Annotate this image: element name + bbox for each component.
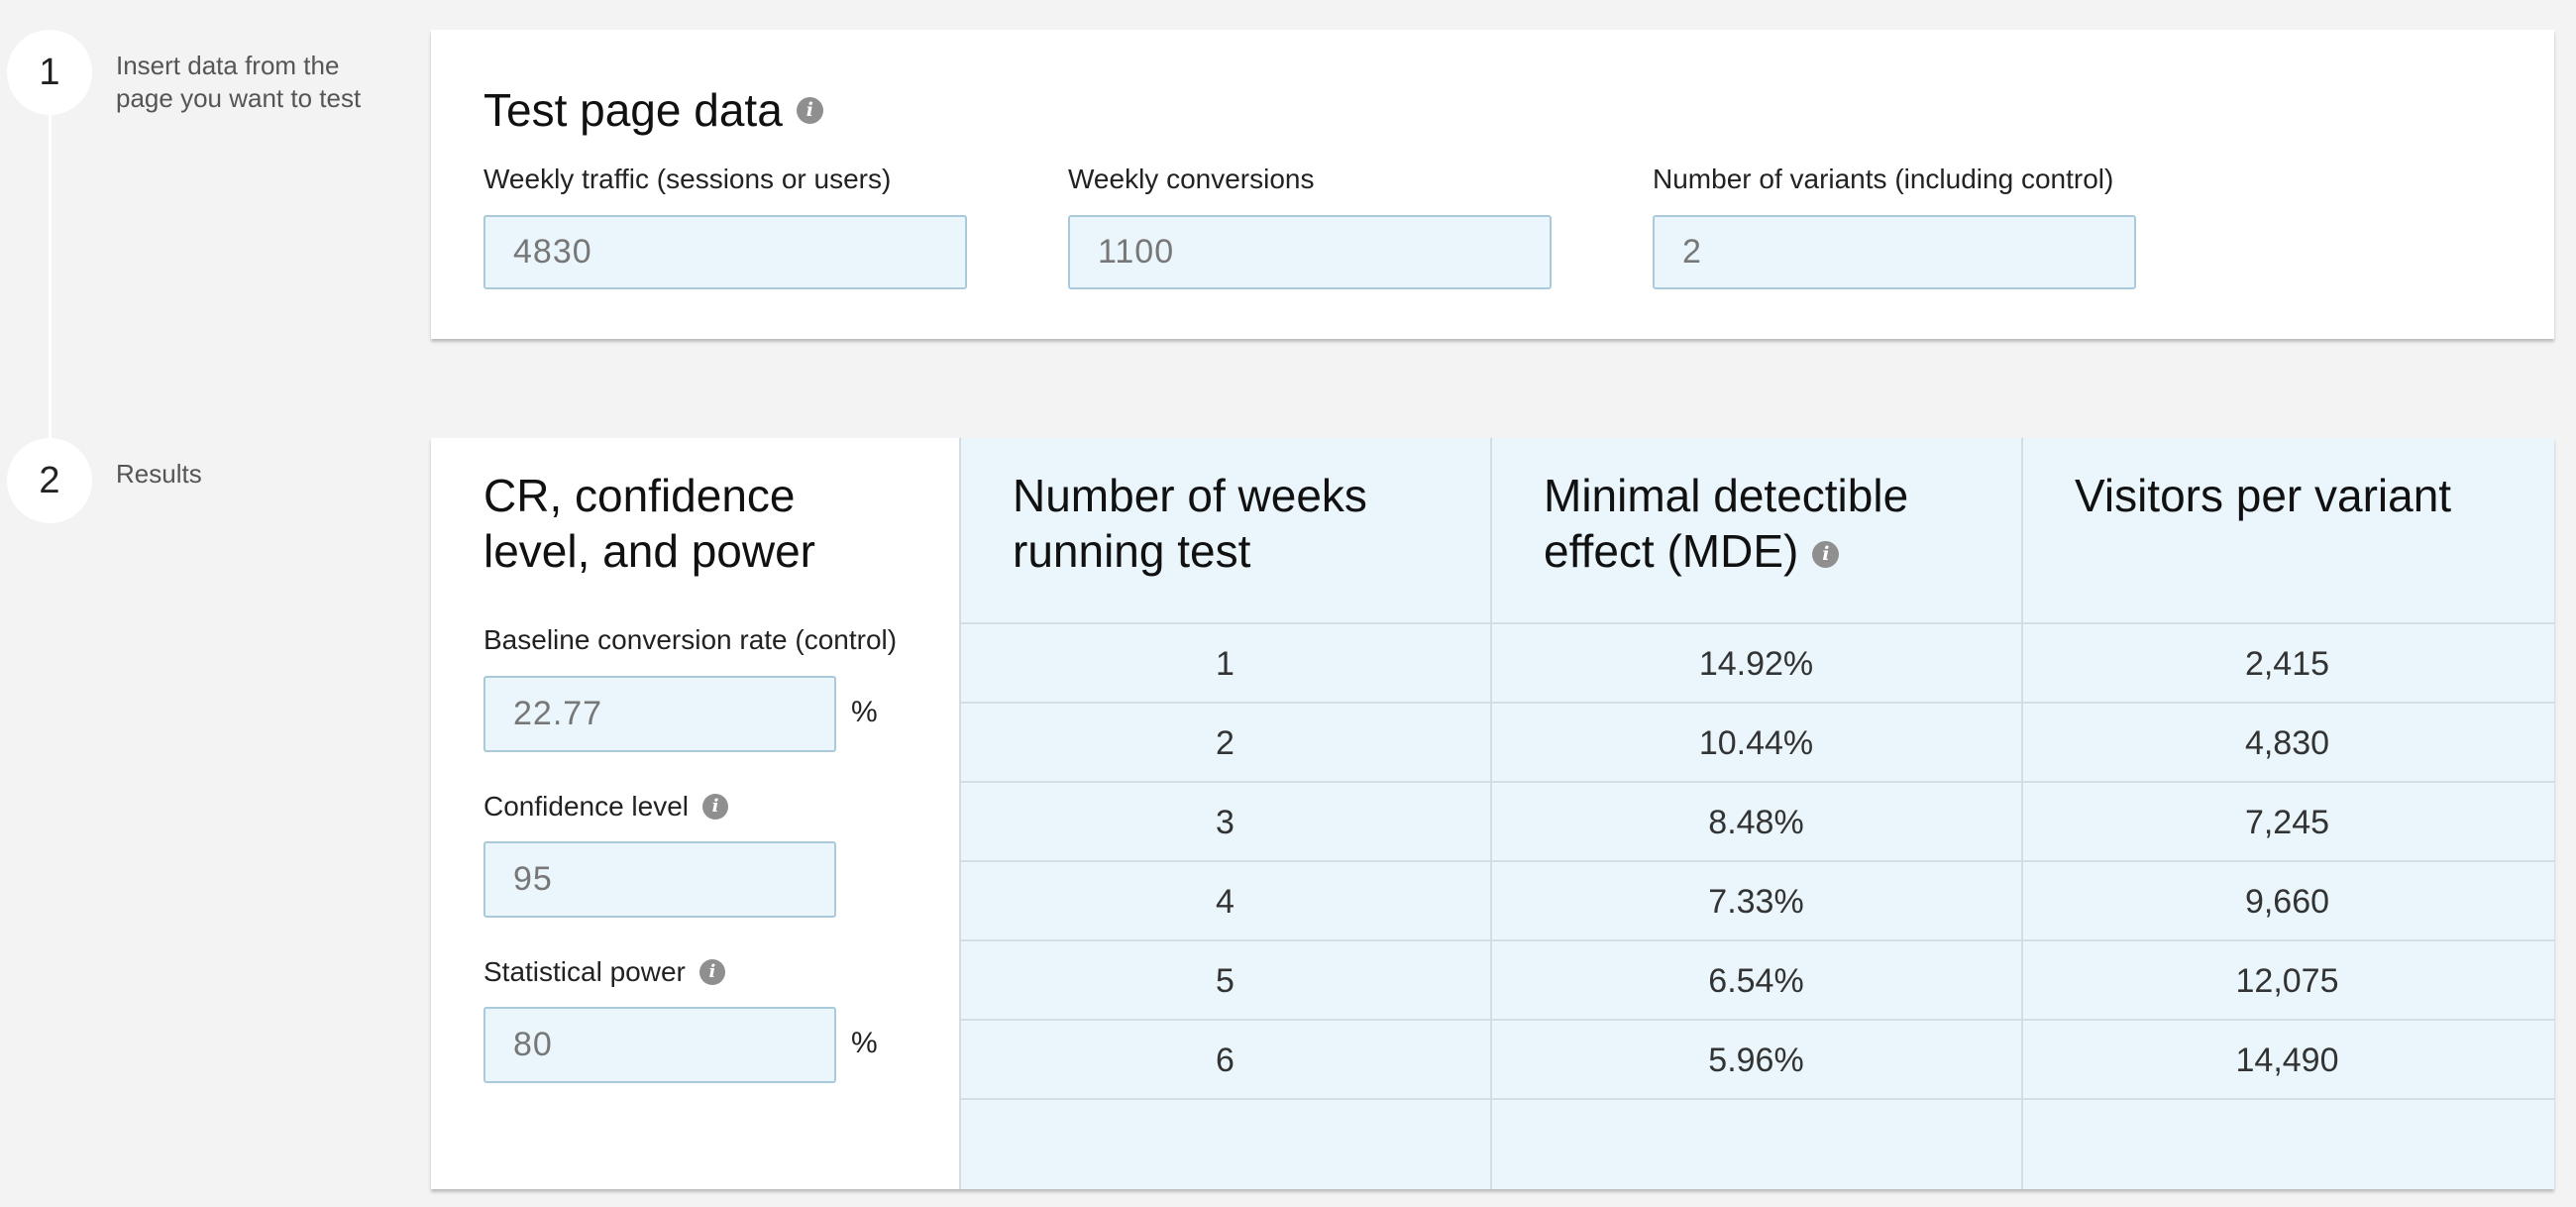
test-page-data-title: Test page data i	[483, 87, 823, 133]
mde-column-header: Minimal detectible effect (MDE) i	[1544, 468, 2009, 579]
info-icon[interactable]: i	[1812, 541, 1840, 569]
confidence-level-label-text: Confidence level	[483, 791, 690, 822]
results-table: Number of weeks running test Minimal det…	[959, 438, 2554, 1189]
mde-cell: 10.44%	[1698, 723, 1814, 762]
weeks-cell: 5	[1216, 961, 1234, 1000]
results-card: CR, confidence level, and power Baseline…	[431, 438, 2554, 1189]
row-divider	[960, 860, 2554, 862]
weekly-traffic-field: Weekly traffic (sessions or users) 4830	[483, 162, 967, 289]
visitors-cell: 12,075	[2235, 961, 2339, 1000]
weeks-column-header: Number of weeks running test	[1013, 470, 1367, 577]
weeks-cell: 4	[1216, 882, 1234, 921]
info-icon[interactable]: i	[796, 96, 823, 124]
row-divider	[960, 1098, 2554, 1100]
test-page-data-card: Test page data i Weekly traffic (session…	[431, 30, 2554, 339]
number-of-variants-label: Number of variants (including control)	[1653, 164, 2114, 194]
row-divider	[960, 622, 2554, 624]
number-of-variants-input[interactable]: 2	[1653, 215, 2136, 289]
weekly-traffic-input[interactable]: 4830	[483, 215, 967, 289]
step-2-description: Results	[116, 459, 202, 489]
weeks-cell: 3	[1216, 803, 1234, 841]
visitors-column-header: Visitors per variant	[2075, 470, 2452, 521]
weeks-cell: 1	[1216, 644, 1234, 683]
weekly-conversions-field: Weekly conversions 1100	[1068, 162, 1552, 289]
step-1-number: 1	[7, 30, 92, 115]
mde-cell: 5.96%	[1708, 1041, 1804, 1079]
baseline-conversion-label: Baseline conversion rate (control)	[483, 624, 897, 656]
baseline-conversion-input[interactable]: 22.77	[483, 676, 836, 752]
statistical-power-label: Statistical power i	[483, 956, 725, 988]
statistical-power-input[interactable]: 80	[483, 1007, 836, 1083]
baseline-conversion-label-text: Baseline conversion rate (control)	[483, 624, 898, 655]
mde-column-header-text: Minimal detectible effect (MDE)	[1544, 470, 1909, 577]
row-divider	[960, 1019, 2554, 1021]
visitors-cell: 2,415	[2244, 644, 2330, 683]
step-2-number: 2	[7, 438, 92, 523]
mde-cell: 8.48%	[1708, 803, 1804, 841]
row-divider	[960, 781, 2554, 783]
number-of-variants-field: Number of variants (including control) 2	[1653, 162, 2136, 289]
weekly-conversions-input[interactable]: 1100	[1068, 215, 1552, 289]
confidence-level-input[interactable]: 95	[483, 841, 836, 918]
info-icon[interactable]: i	[702, 794, 729, 820]
visitors-cell: 4,830	[2244, 723, 2330, 762]
column-divider	[1490, 438, 1492, 1189]
step-connector-line	[49, 89, 52, 456]
settings-panel: CR, confidence level, and power Baseline…	[431, 438, 959, 1189]
step-1-description: Insert data from the page you want to te…	[116, 51, 362, 113]
weeks-cell: 6	[1216, 1041, 1234, 1079]
power-percent-unit: %	[851, 1027, 878, 1059]
settings-title: CR, confidence level, and power	[483, 470, 815, 577]
statistical-power-label-text: Statistical power	[483, 956, 686, 987]
row-divider	[960, 702, 2554, 704]
weekly-traffic-label: Weekly traffic (sessions or users)	[483, 164, 892, 194]
test-page-data-title-text: Test page data	[483, 84, 783, 136]
visitors-cell: 9,660	[2244, 882, 2330, 921]
column-divider	[2021, 438, 2023, 1189]
baseline-percent-unit: %	[851, 696, 878, 728]
mde-cell: 14.92%	[1698, 644, 1814, 683]
confidence-level-label: Confidence level i	[483, 791, 729, 823]
info-icon[interactable]: i	[698, 959, 725, 985]
weekly-conversions-label: Weekly conversions	[1068, 164, 1315, 194]
mde-cell: 6.54%	[1708, 961, 1804, 1000]
visitors-cell: 7,245	[2244, 803, 2330, 841]
weeks-cell: 2	[1216, 723, 1234, 762]
mde-cell: 7.33%	[1708, 882, 1804, 921]
row-divider	[960, 939, 2554, 941]
visitors-cell: 14,490	[2235, 1041, 2339, 1079]
column-divider	[959, 438, 961, 1189]
